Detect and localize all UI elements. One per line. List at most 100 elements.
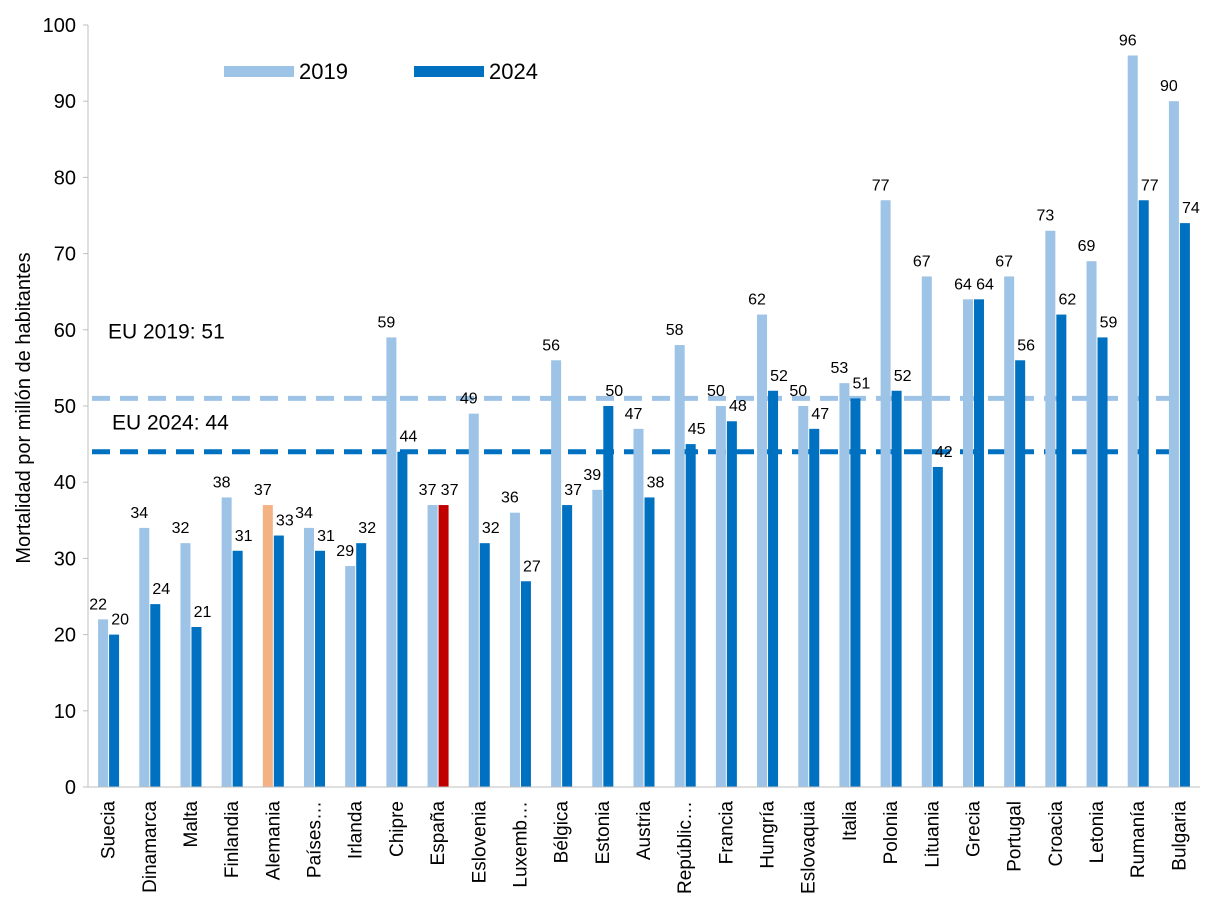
bar-2019-1 [139,527,150,787]
reference-line-label-0: EU 2019: 51 [108,320,225,343]
x-tick-label: Eslovenia [469,801,490,884]
legend: 2019 2024 [224,59,538,84]
data-label-2019-7: 59 [377,314,395,331]
bar-2024-10 [520,581,531,787]
data-label-2019-23: 73 [1036,208,1054,225]
x-tick-label: Suecia [99,801,120,860]
bar-2019-15 [715,406,726,787]
x-tick-label: Países… [305,801,326,878]
x-tick-label: Italia [840,801,861,842]
data-label-2019-6: 29 [336,543,354,560]
bar-2019-18 [839,383,850,787]
x-tick-label: Portugal [1005,801,1026,872]
data-label-2024-0: 20 [111,612,129,629]
x-tick-label: Croacia [1046,801,1067,867]
data-label-2024-3: 31 [235,528,253,545]
data-label-2024-18: 51 [853,375,871,392]
data-label-2019-25: 96 [1119,32,1137,49]
data-label-2019-21: 64 [954,276,972,293]
bar-2024-26 [1179,223,1190,787]
bar-2019-21 [962,299,973,787]
x-tick-label: Alemania [263,801,284,881]
bar-2024-11 [562,505,573,787]
data-label-2019-2: 32 [172,520,190,537]
x-axis: Suecia Dinamarca Malta Finlandia Alemania Paí… [88,786,1200,894]
bar-2024-23 [1056,314,1067,787]
bar-2019-10 [509,512,520,787]
data-label-2024-4: 33 [276,513,294,530]
bar-2019-4 [262,505,273,787]
bar-2019-5 [304,527,315,787]
bar-2019-25 [1127,55,1138,788]
bar-2019-11 [551,360,562,787]
bar-2024-14 [685,444,696,787]
data-label-2019-3: 38 [213,474,231,491]
bar-2024-13 [644,497,655,787]
data-label-2024-6: 32 [358,520,376,537]
data-label-2019-24: 69 [1078,238,1096,255]
data-label-2019-10: 36 [501,490,519,507]
bar-2024-15 [726,421,737,787]
x-tick-label: Hungría [758,801,779,869]
data-label-2019-18: 53 [831,360,849,377]
data-label-2019-19: 77 [872,177,890,194]
x-tick-label: Austria [634,801,655,861]
x-tick-label: Rumanía [1128,801,1149,879]
data-label-2024-7: 44 [399,429,417,446]
data-label-2019-4: 37 [254,482,272,499]
bar-2024-4 [273,535,284,787]
data-label-2024-14: 45 [688,421,706,438]
bar-2019-19 [880,200,891,787]
legend-label-2019: 2019 [299,59,348,84]
data-label-2024-10: 27 [523,558,541,575]
x-tick-label: Finlandia [222,801,243,879]
data-label-2019-12: 39 [583,467,601,484]
bar-2019-2 [180,543,191,787]
data-label-2024-8: 37 [441,482,459,499]
reference-lines: EU 2019: 51 EU 2024: 44 [92,320,1182,455]
y-axis-label: Mortalidad por millón de habitantes [13,252,35,563]
data-label-2019-11: 56 [542,337,560,354]
reference-line-label-1: EU 2024: 44 [112,412,229,435]
data-label-2024-20: 42 [935,444,953,461]
x-tick-label: Luxemb… [510,801,531,888]
bar-2019-12 [592,489,603,787]
bar-2019-20 [921,276,932,787]
bar-2019-6 [345,566,356,787]
data-label-2019-16: 62 [748,292,766,309]
bar-2019-14 [674,345,685,787]
bar-2019-9 [468,413,479,787]
bar-2019-7 [386,337,397,787]
x-tick-label: Dinamarca [140,801,161,893]
x-tick-label: Estonia [593,801,614,865]
data-label-2019-15: 50 [707,383,725,400]
data-label-2024-24: 59 [1100,314,1118,331]
data-label-2019-22: 67 [995,253,1013,270]
data-label-2019-13: 47 [625,406,643,423]
data-label-2024-22: 56 [1017,337,1035,354]
data-label-2019-26: 90 [1160,78,1178,95]
data-label-2024-23: 62 [1058,292,1076,309]
bar-2024-12 [603,406,614,787]
data-label-2024-15: 48 [729,398,747,415]
bar-2024-20 [932,466,943,787]
data-label-2024-11: 37 [564,482,582,499]
x-tick-label: Chipre [387,801,408,857]
y-tick-label: 0 [65,777,76,799]
y-tick-label: 60 [54,320,76,342]
data-label-2024-16: 52 [770,368,788,385]
data-label-2024-2: 21 [194,604,212,621]
bar-2024-6 [356,543,367,787]
x-tick-label: Grecia [963,801,984,857]
y-tick-label: 80 [54,167,76,189]
bar-2024-24 [1097,337,1108,787]
y-tick-label: 90 [54,91,76,113]
bar-2019-26 [1168,101,1179,787]
bar-2024-0 [109,634,120,787]
bar-2019-24 [1086,261,1097,788]
data-label-2024-21: 64 [976,276,994,293]
y-tick-label: 70 [54,244,76,266]
data-label-2019-9: 49 [460,391,478,408]
bar-2024-18 [850,398,861,787]
